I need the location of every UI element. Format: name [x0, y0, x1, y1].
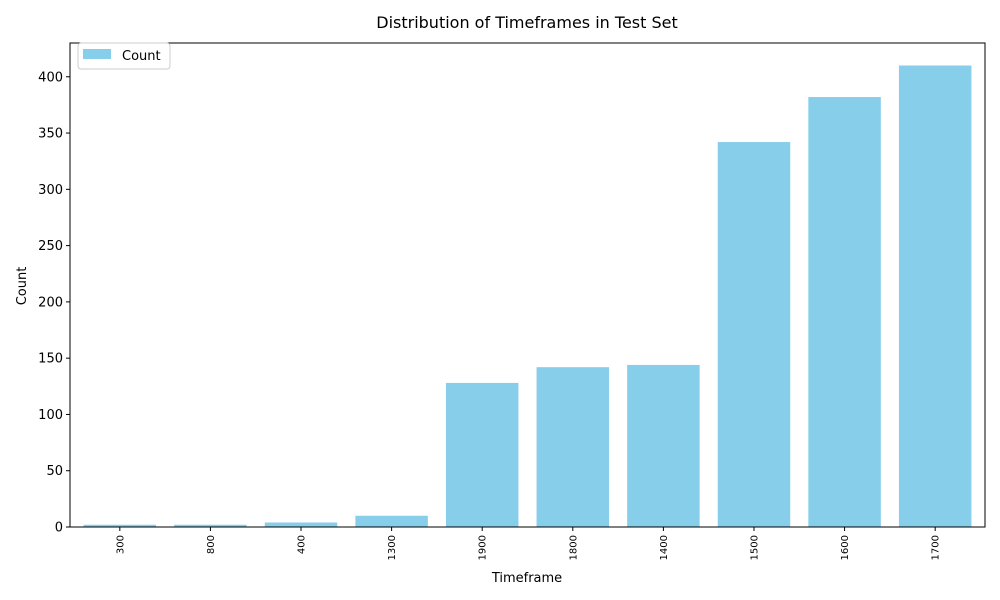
bar-1900: [445, 382, 519, 527]
bar-1300: [355, 515, 428, 527]
x-tick-label: 1500: [749, 535, 760, 560]
legend-label: Count: [122, 49, 161, 64]
y-tick-label: 250: [38, 239, 63, 254]
x-tick-label: 1400: [659, 535, 670, 560]
y-tick-label: 350: [38, 127, 63, 142]
bar-1400: [627, 364, 700, 527]
y-tick-label: 400: [38, 70, 63, 85]
bar-400: [264, 522, 338, 527]
bar-800: [174, 524, 247, 527]
x-axis-label: Timeframe: [491, 571, 562, 586]
chart-title: Distribution of Timeframes in Test Set: [376, 13, 678, 32]
x-tick-label: 1300: [387, 535, 398, 560]
x-tick-label: 1600: [840, 535, 851, 560]
x-tick-label: 800: [206, 535, 217, 554]
bar-1600: [808, 97, 881, 527]
x-tick-label: 1800: [568, 535, 579, 560]
y-tick-label: 0: [55, 521, 63, 536]
y-tick-label: 100: [38, 408, 63, 423]
y-axis-label: Count: [15, 267, 30, 306]
bar-1700: [898, 65, 972, 527]
y-tick-label: 200: [38, 295, 63, 310]
y-tick-label: 50: [46, 464, 63, 479]
bar-1800: [536, 367, 610, 527]
x-tick-label: 300: [115, 535, 126, 554]
x-tick-label: 1900: [478, 535, 489, 560]
bar-1500: [717, 142, 791, 528]
legend-swatch: [83, 49, 111, 59]
axes-frame: [69, 42, 986, 528]
y-tick-label: 150: [38, 352, 63, 367]
y-tick-label: 300: [38, 183, 63, 198]
x-tick-label: 1700: [931, 535, 942, 560]
x-tick-label: 400: [297, 535, 308, 554]
legend: Count: [77, 42, 171, 70]
plot-area: 0 50 100 150 200 250 300 350 400 300 800 400 1300 190…: [38, 42, 986, 560]
bar-300: [83, 524, 157, 527]
